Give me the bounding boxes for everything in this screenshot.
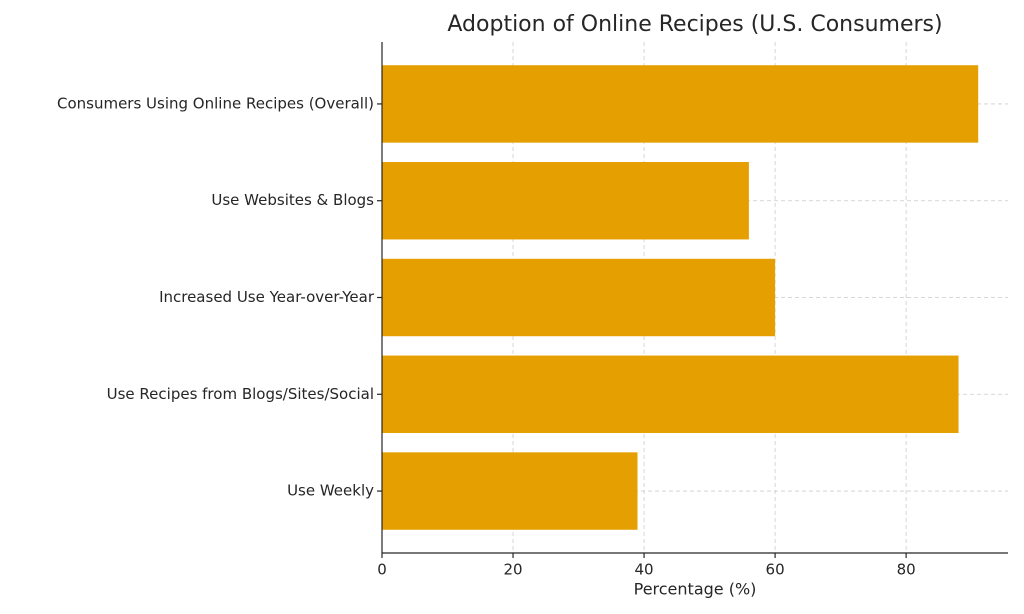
bar [382,258,776,337]
y-tick-label: Increased Use Year-over-Year [159,288,375,306]
x-tick-label: 20 [503,561,522,579]
x-tick-label: 80 [897,561,916,579]
bar [382,65,979,143]
bar [382,355,959,433]
y-tick-label: Use Recipes from Blogs/Sites/Social [107,385,374,403]
bar [382,452,638,530]
y-tick-label: Use Weekly [287,482,374,500]
x-tick-label: 0 [377,561,387,579]
x-tick-label: 40 [635,561,654,579]
y-tick-label: Consumers Using Online Recipes (Overall) [57,94,374,112]
x-axis-label: Percentage (%) [634,580,757,599]
y-tick-label: Use Websites & Blogs [211,191,374,209]
bar [382,162,749,240]
x-tick-label: 60 [766,561,785,579]
chart-title: Adoption of Online Recipes (U.S. Consume… [447,12,942,37]
